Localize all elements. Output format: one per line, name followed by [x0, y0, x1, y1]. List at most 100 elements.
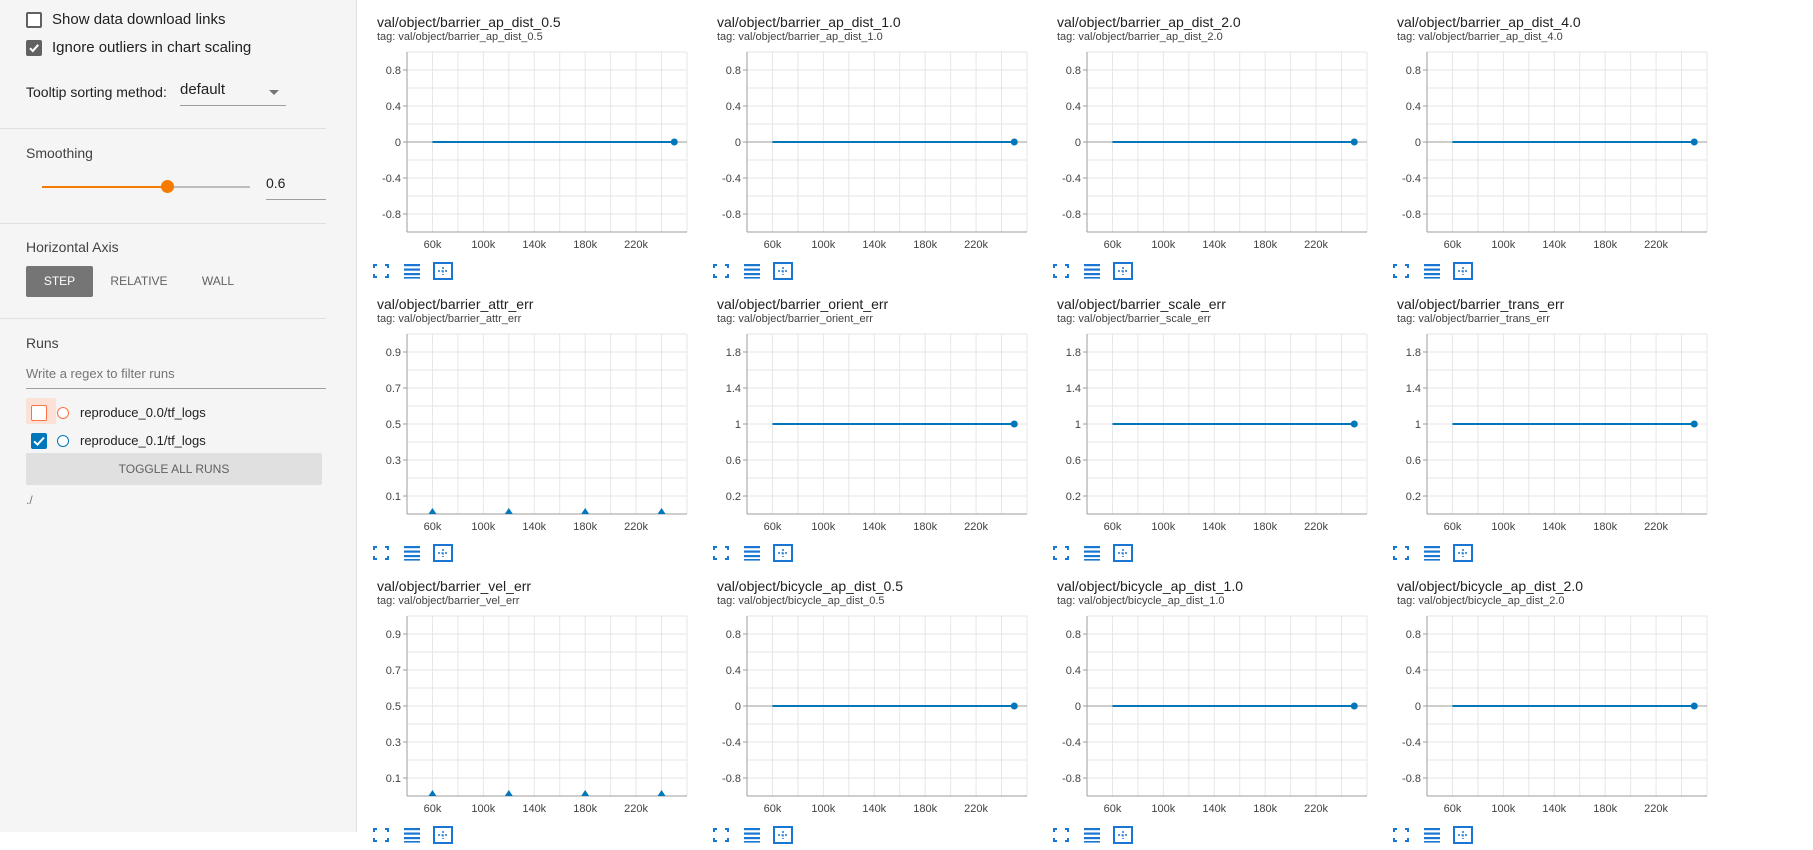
toggle-log-scale-icon[interactable]: [401, 543, 423, 563]
smoothing-slider-track[interactable]: [42, 186, 250, 188]
x-tick-label: 180k: [1593, 803, 1617, 815]
fit-domain-icon[interactable]: [1452, 261, 1474, 281]
tooltip-sorting-select[interactable]: default: [180, 81, 286, 106]
axis-relative-button[interactable]: RELATIVE: [110, 274, 168, 288]
fullscreen-icon[interactable]: [710, 825, 732, 845]
run-checkbox-1[interactable]: [31, 433, 47, 449]
fit-domain-icon[interactable]: [772, 825, 794, 845]
chart-plot[interactable]: 0.8 0.4 0 -0.4 -0.8 60k 100k 140k 180k 220k: [1377, 564, 1717, 846]
chart-plot[interactable]: 0.8 0.4 0 -0.4 -0.8 60k 100k 140k 180k 220k: [357, 0, 697, 282]
data-point[interactable]: [1690, 420, 1698, 428]
horizontal-axis-title: Horizontal Axis: [26, 239, 119, 255]
fullscreen-icon[interactable]: [710, 261, 732, 281]
fit-domain-icon[interactable]: [1452, 825, 1474, 845]
data-point[interactable]: [581, 508, 590, 514]
y-tick-label: 0.8: [1406, 65, 1421, 77]
y-tick-label: 0.3: [386, 455, 401, 467]
data-point[interactable]: [1350, 420, 1358, 428]
smoothing-slider-thumb[interactable]: [160, 180, 174, 193]
smoothing-value-input[interactable]: 0.6: [266, 175, 326, 200]
chart-plot[interactable]: 0.9 0.7 0.5 0.3 0.1 60k 100k 140k 180k 220k: [357, 282, 697, 564]
axis-step-button[interactable]: STEP: [26, 266, 93, 297]
chart-plot[interactable]: 0.8 0.4 0 -0.4 -0.8 60k 100k 140k 180k 220k: [1377, 0, 1717, 282]
x-tick-label: 60k: [1444, 521, 1462, 533]
runs-filter-input[interactable]: Write a regex to filter runs: [26, 366, 326, 389]
fullscreen-icon[interactable]: [370, 543, 392, 563]
fit-domain-icon[interactable]: [1112, 543, 1134, 563]
fullscreen-icon[interactable]: [1390, 543, 1412, 563]
chart-plot[interactable]: 0.8 0.4 0 -0.4 -0.8 60k 100k 140k 180k 220k: [1037, 564, 1377, 846]
fit-domain-icon[interactable]: [432, 261, 454, 281]
x-tick-label: 220k: [1304, 239, 1328, 251]
run-color-indicator-1: [57, 435, 69, 447]
fullscreen-icon[interactable]: [710, 543, 732, 563]
chart-plot[interactable]: 0.8 0.4 0 -0.4 -0.8 60k 100k 140k 180k 220k: [697, 0, 1037, 282]
data-point[interactable]: [657, 508, 666, 514]
toggle-log-scale-icon[interactable]: [1081, 825, 1103, 845]
ignore-outliers-checkbox[interactable]: [26, 40, 42, 56]
toggle-log-scale-icon[interactable]: [741, 261, 763, 281]
data-point[interactable]: [504, 508, 513, 514]
chart-plot[interactable]: 1.8 1.4 1 0.6 0.2 60k 100k 140k 180k 220k: [1377, 282, 1717, 564]
show-download-links-label[interactable]: Show data download links: [52, 11, 226, 28]
x-tick-label: 220k: [1304, 803, 1328, 815]
ignore-outliers-label[interactable]: Ignore outliers in chart scaling: [52, 39, 252, 56]
toggle-log-scale-icon[interactable]: [741, 543, 763, 563]
data-point[interactable]: [1350, 702, 1358, 710]
y-tick-label: 1: [1415, 419, 1421, 431]
data-point[interactable]: [504, 790, 513, 796]
chart-plot[interactable]: 0.8 0.4 0 -0.4 -0.8 60k 100k 140k 180k 220k: [697, 564, 1037, 846]
fullscreen-icon[interactable]: [370, 261, 392, 281]
run-label-0[interactable]: reproduce_0.0/tf_logs: [80, 405, 206, 420]
data-point[interactable]: [1350, 138, 1358, 146]
toggle-log-scale-icon[interactable]: [1081, 261, 1103, 281]
toggle-log-scale-icon[interactable]: [1421, 825, 1443, 845]
fullscreen-icon[interactable]: [370, 825, 392, 845]
fullscreen-icon[interactable]: [1050, 261, 1072, 281]
toggle-log-scale-icon[interactable]: [1081, 543, 1103, 563]
axis-wall-button[interactable]: WALL: [201, 274, 235, 288]
data-point[interactable]: [1690, 138, 1698, 146]
data-point[interactable]: [670, 138, 678, 146]
fullscreen-icon[interactable]: [1050, 543, 1072, 563]
chart-plot[interactable]: 0.8 0.4 0 -0.4 -0.8 60k 100k 140k 180k 220k: [1037, 0, 1377, 282]
fit-domain-icon[interactable]: [432, 825, 454, 845]
chart-plot[interactable]: 1.8 1.4 1 0.6 0.2 60k 100k 140k 180k 220k: [697, 282, 1037, 564]
y-tick-label: 0.4: [726, 101, 741, 113]
data-point[interactable]: [428, 508, 437, 514]
y-tick-label: 0.1: [386, 491, 401, 503]
y-tick-label: 0.1: [386, 773, 401, 785]
fullscreen-icon[interactable]: [1390, 261, 1412, 281]
run-label-1[interactable]: reproduce_0.1/tf_logs: [80, 433, 206, 448]
data-point[interactable]: [1010, 702, 1018, 710]
toggle-log-scale-icon[interactable]: [401, 261, 423, 281]
y-tick-label: 0: [735, 701, 741, 713]
chart-plot[interactable]: 0.9 0.7 0.5 0.3 0.1 60k 100k 140k 180k 220k: [357, 564, 697, 846]
run-checkbox-0[interactable]: [31, 405, 47, 421]
chart-title: val/object/barrier_orient_err: [717, 296, 889, 312]
toggle-log-scale-icon[interactable]: [1421, 261, 1443, 281]
fit-domain-icon[interactable]: [432, 543, 454, 563]
y-tick-label: -0.4: [382, 173, 401, 185]
data-point[interactable]: [428, 790, 437, 796]
toggle-log-scale-icon[interactable]: [401, 825, 423, 845]
toggle-all-runs-button[interactable]: TOGGLE ALL RUNS: [26, 453, 322, 485]
data-point[interactable]: [581, 790, 590, 796]
fit-domain-icon[interactable]: [772, 261, 794, 281]
data-point[interactable]: [1690, 702, 1698, 710]
data-point[interactable]: [1010, 138, 1018, 146]
fullscreen-icon[interactable]: [1050, 825, 1072, 845]
data-point[interactable]: [1010, 420, 1018, 428]
toggle-log-scale-icon[interactable]: [1421, 543, 1443, 563]
y-tick-label: 0.4: [1406, 101, 1421, 113]
fit-domain-icon[interactable]: [1112, 261, 1134, 281]
fit-domain-icon[interactable]: [1112, 825, 1134, 845]
data-point[interactable]: [657, 790, 666, 796]
x-tick-label: 140k: [522, 803, 546, 815]
fit-domain-icon[interactable]: [772, 543, 794, 563]
show-download-links-checkbox[interactable]: [26, 12, 42, 28]
chart-plot[interactable]: 1.8 1.4 1 0.6 0.2 60k 100k 140k 180k 220k: [1037, 282, 1377, 564]
fullscreen-icon[interactable]: [1390, 825, 1412, 845]
fit-domain-icon[interactable]: [1452, 543, 1474, 563]
toggle-log-scale-icon[interactable]: [741, 825, 763, 845]
